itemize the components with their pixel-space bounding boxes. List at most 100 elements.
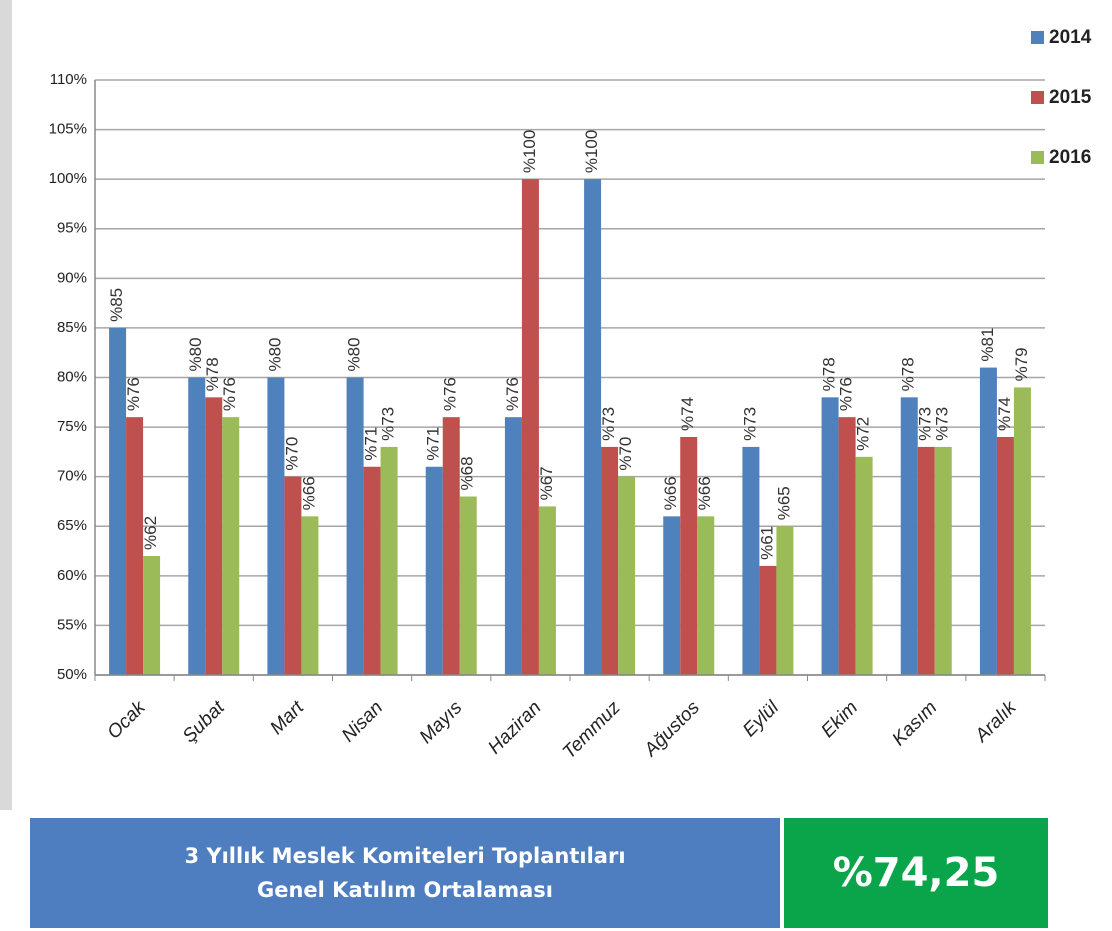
bar — [504, 417, 522, 675]
data-label: %73 — [379, 407, 398, 441]
bar — [917, 446, 935, 675]
data-label: %100 — [582, 130, 601, 173]
data-label: %85 — [107, 288, 126, 322]
y-tick-label: 70% — [57, 468, 87, 485]
data-label: %76 — [503, 377, 522, 411]
bar — [776, 526, 794, 675]
data-label: %61 — [757, 526, 776, 560]
bar — [538, 506, 556, 675]
data-label: %81 — [978, 328, 997, 362]
data-label: %80 — [186, 337, 205, 371]
data-label: %67 — [537, 466, 556, 500]
bar — [442, 417, 460, 675]
data-label: %80 — [345, 337, 364, 371]
bar — [363, 466, 381, 675]
data-label: %72 — [854, 417, 873, 451]
bar — [425, 466, 443, 675]
data-label: %80 — [265, 337, 284, 371]
legend-label: 2016 — [1049, 147, 1091, 168]
bar — [143, 556, 161, 675]
side-strip — [0, 0, 12, 810]
data-label: %76 — [837, 377, 856, 411]
x-tick-label: Temmuz — [559, 697, 625, 763]
y-tick-label: 95% — [57, 220, 87, 237]
bar — [742, 446, 760, 675]
data-label: %65 — [774, 486, 793, 520]
legend-label: 2015 — [1049, 87, 1092, 108]
data-label: %79 — [1012, 347, 1031, 381]
x-tick-label: Mart — [266, 697, 308, 739]
bar — [284, 476, 302, 675]
summary-line: 3 Yıllık Meslek Komiteleri Toplantıları — [184, 844, 626, 868]
y-tick-label: 55% — [57, 616, 87, 633]
bar — [222, 417, 240, 675]
data-label: %73 — [740, 407, 759, 441]
x-tick-label: Ocak — [103, 696, 150, 743]
bar — [459, 496, 477, 675]
data-label: %76 — [441, 377, 460, 411]
legend-swatch — [1031, 31, 1044, 44]
y-tick-label: 110% — [50, 71, 87, 88]
y-tick-label: 105% — [49, 121, 87, 138]
data-label: %70 — [282, 437, 301, 471]
y-tick-label: 80% — [57, 368, 87, 385]
y-tick-label: 100% — [49, 170, 87, 187]
data-label: %62 — [141, 516, 160, 550]
x-tick-label: Aralık — [971, 696, 1022, 747]
data-label: %78 — [203, 357, 222, 391]
x-tick-label: Nisan — [338, 697, 387, 746]
data-label: %73 — [599, 407, 618, 441]
y-tick-label: 60% — [57, 567, 87, 584]
x-tick-label: Eylül — [739, 697, 784, 742]
x-tick-label: Ekim — [817, 697, 862, 742]
bar — [521, 179, 539, 675]
bar — [663, 516, 681, 675]
bar — [301, 516, 319, 675]
bar — [900, 397, 918, 675]
bar — [697, 516, 715, 675]
data-label: %76 — [220, 377, 239, 411]
bar — [855, 456, 873, 675]
bar — [205, 397, 223, 675]
legend-label: 2014 — [1049, 27, 1092, 48]
bar — [126, 417, 144, 675]
x-tick-label: Ağustos — [640, 697, 704, 761]
y-tick-label: 85% — [57, 319, 87, 336]
data-label: %71 — [362, 427, 381, 461]
bar — [979, 367, 997, 675]
legend-swatch — [1031, 151, 1044, 164]
bar — [618, 476, 636, 675]
y-tick-label: 65% — [57, 517, 87, 534]
data-label: %73 — [916, 407, 935, 441]
data-label: %66 — [661, 476, 680, 510]
y-tick-label: 50% — [57, 666, 87, 683]
data-label: %74 — [995, 397, 1014, 431]
data-label: %70 — [616, 437, 635, 471]
x-tick-label: Haziran — [484, 697, 545, 758]
y-tick-label: 90% — [57, 269, 87, 286]
data-label: %76 — [124, 377, 143, 411]
data-label: %71 — [424, 427, 443, 461]
data-label: %68 — [458, 456, 477, 490]
bar — [838, 417, 856, 675]
bar — [188, 377, 206, 675]
data-label: %100 — [520, 130, 539, 173]
bar — [759, 565, 777, 675]
bar — [601, 446, 619, 675]
x-tick-label: Mayıs — [416, 697, 467, 748]
data-label: %73 — [933, 407, 952, 441]
bar — [934, 446, 952, 675]
data-label: %74 — [678, 397, 697, 431]
bar — [584, 179, 602, 675]
summary-line: Genel Katılım Ortalaması — [257, 878, 553, 902]
legend-swatch — [1031, 91, 1044, 104]
bar — [996, 437, 1014, 675]
data-label: %78 — [899, 357, 918, 391]
data-label: %78 — [820, 357, 839, 391]
data-label: %66 — [695, 476, 714, 510]
bar — [680, 437, 698, 675]
data-label: %66 — [299, 476, 318, 510]
y-tick-label: 75% — [57, 418, 87, 435]
bar — [346, 377, 364, 675]
